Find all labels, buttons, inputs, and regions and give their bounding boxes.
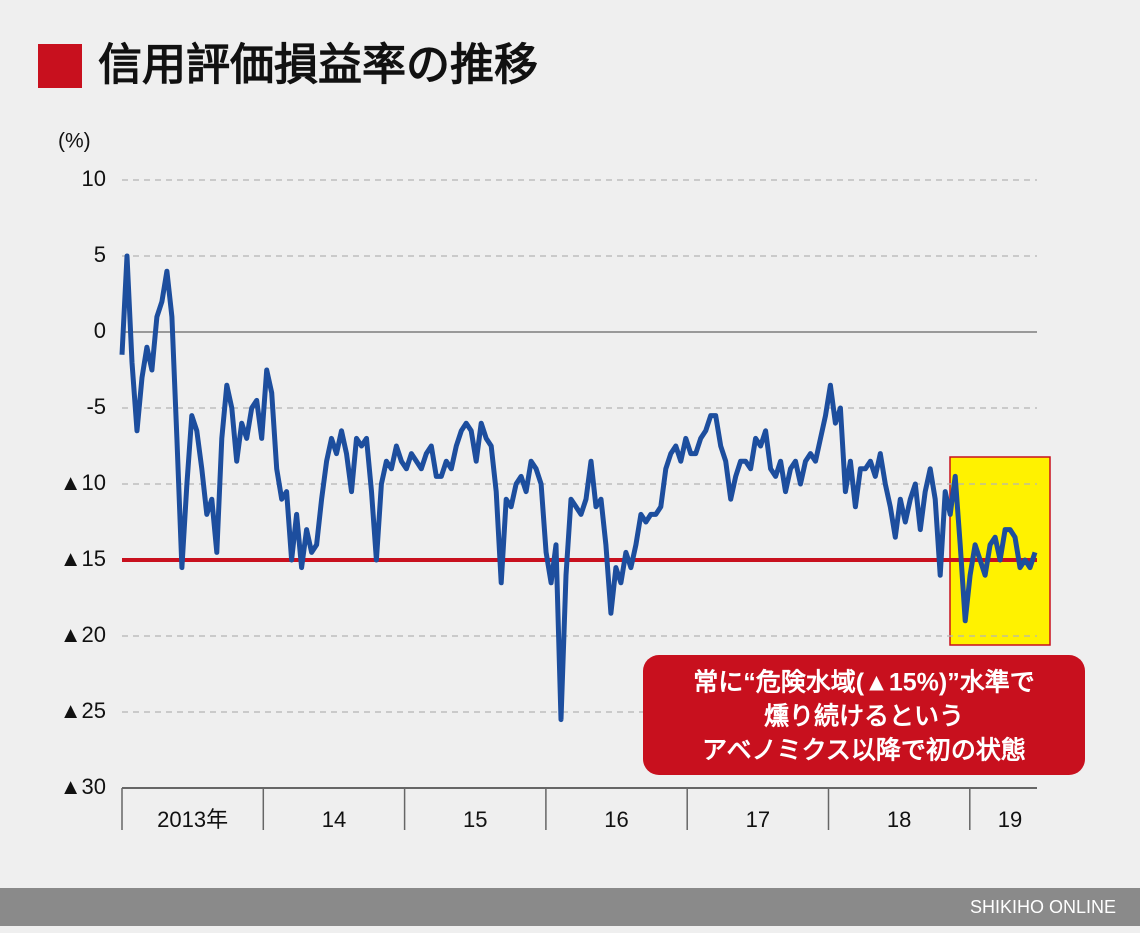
footer-bar [0, 888, 1140, 926]
y-tick-label: 0 [94, 318, 106, 343]
x-tick-label: 14 [322, 807, 346, 832]
x-tick-label: 18 [887, 807, 911, 832]
annotation-text: 常に“危険水域(▲15%)”水準で [693, 668, 1034, 697]
y-tick-label: ▲15 [60, 546, 106, 571]
annotation-text: 燻り続けるという [764, 702, 964, 731]
x-tick-label: 16 [604, 807, 628, 832]
y-tick-label: ▲10 [60, 470, 106, 495]
y-tick-label: ▲30 [60, 774, 106, 799]
source: SHIKIHO ONLINE [970, 897, 1116, 917]
y-tick-label: 10 [82, 166, 106, 191]
annotation-text: アベノミクス以降で初の状態 [702, 736, 1026, 765]
chart-title: 信用評価損益率の推移 [98, 41, 538, 90]
annotation-box [643, 655, 1085, 775]
y-tick-label: 5 [94, 242, 106, 267]
y-tick-label: ▲20 [60, 622, 106, 647]
x-tick-label: 15 [463, 807, 487, 832]
title-marker [38, 44, 82, 88]
y-unit: (%) [58, 130, 91, 153]
x-tick-label: 2013年 [157, 807, 228, 832]
x-tick-label: 19 [998, 807, 1022, 832]
y-tick-label: -5 [86, 394, 106, 419]
x-tick-label: 17 [746, 807, 770, 832]
y-tick-label: ▲25 [60, 698, 106, 723]
data-line [119, 253, 1038, 723]
